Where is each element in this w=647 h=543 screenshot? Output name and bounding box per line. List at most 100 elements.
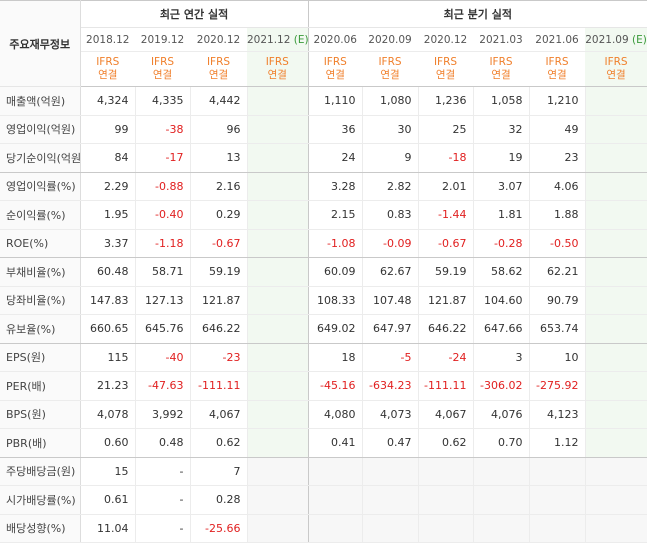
table-row: 시가배당률(%) 0.61-0.28 <box>0 485 647 515</box>
table-row: 영업이익률(%) 2.29 -0.88 2.16 3.28 2.82 2.01 3.07 4.0… <box>0 172 647 201</box>
value-cell: 96 <box>190 115 248 144</box>
value-cell <box>247 200 309 230</box>
ifrs-label: IFRS <box>150 56 175 68</box>
consolidated-label: 연결 <box>208 69 229 81</box>
value-cell: 3,992 <box>135 400 191 429</box>
table-row: 순이익률(%) 1.95 -0.40 0.29 2.15 0.83 -1.44 1.81 1.8… <box>0 200 647 230</box>
consolidated-label: 연결 <box>435 69 456 81</box>
consolidated-label: 연결 <box>98 69 118 81</box>
value-cell <box>308 457 363 486</box>
period-header: 2019.12 <box>135 27 190 52</box>
value-cell: 4,073 <box>362 400 419 429</box>
value-cell: 21.23 <box>80 371 136 401</box>
annual-group-header: 최근 연간 실적 <box>80 0 309 28</box>
table-row: 당기순이익(억원) 84 -17 13 24 9 -18 19 23 <box>0 143 647 173</box>
value-cell <box>247 286 309 315</box>
value-cell: 25 <box>418 115 474 144</box>
value-cell <box>473 514 530 543</box>
period-header: 2018.12 <box>80 27 135 52</box>
value-cell: 99 <box>80 115 136 144</box>
consolidated-label: 연결 <box>380 69 400 81</box>
consolidated-label: 연결 <box>606 69 626 81</box>
estimate-mark: (E) <box>628 33 647 46</box>
value-cell: - <box>135 485 191 515</box>
value-cell: 647.66 <box>473 314 530 344</box>
consolidated-label: 연결 <box>152 69 173 81</box>
period-header: 2021.12 (E) <box>247 27 309 52</box>
value-cell <box>585 428 647 458</box>
value-cell: 1,236 <box>418 86 474 116</box>
value-cell: 9 <box>362 143 419 173</box>
period-label: 2020.09 <box>368 33 412 46</box>
value-cell: 0.47 <box>362 428 419 458</box>
table-row: 영업이익(억원) 99 -38 96 36 30 25 32 49 <box>0 115 647 144</box>
value-cell <box>585 371 647 401</box>
value-cell: 1,058 <box>473 86 530 116</box>
value-cell: 0.61 <box>80 485 136 515</box>
value-cell <box>247 485 309 515</box>
value-cell <box>585 257 647 287</box>
period-label: 2021.06 <box>535 33 579 46</box>
value-cell: 60.48 <box>80 257 136 287</box>
value-cell: 10 <box>529 343 586 372</box>
value-cell <box>362 514 419 543</box>
ifrs-label: IFRS <box>323 56 347 68</box>
corner-label: 주요재무정보 <box>0 0 81 87</box>
row-label: 유보율(%) <box>0 314 81 344</box>
value-cell: 30 <box>362 115 419 144</box>
value-cell: 0.70 <box>473 428 530 458</box>
table-row: PBR(배) 0.60 0.48 0.62 0.41 0.47 0.62 0.70 1.12 <box>0 428 647 458</box>
value-cell: -17 <box>135 143 191 173</box>
value-cell: 58.71 <box>135 257 191 287</box>
value-cell: 646.22 <box>418 314 474 344</box>
value-cell: 0.60 <box>80 428 136 458</box>
value-cell: 104.60 <box>473 286 530 315</box>
row-label: 당좌비율(%) <box>0 286 81 315</box>
value-cell: 1.95 <box>80 200 136 230</box>
value-cell: 60.09 <box>308 257 363 287</box>
value-cell: 19 <box>473 143 530 173</box>
row-label: 영업이익률(%) <box>0 172 81 201</box>
ifrs-label: IFRS <box>489 56 513 68</box>
value-cell: 127.13 <box>135 286 191 315</box>
value-cell: -0.67 <box>418 229 474 258</box>
value-cell: 62.21 <box>529 257 586 287</box>
value-cell: 4,067 <box>418 400 474 429</box>
value-cell: 3 <box>473 343 530 372</box>
period-header: 2021.03 <box>473 27 530 52</box>
row-label: PBR(배) <box>0 428 81 458</box>
value-cell <box>473 457 530 486</box>
value-cell: 0.62 <box>190 428 248 458</box>
value-cell: -306.02 <box>473 371 530 401</box>
value-cell: -0.09 <box>362 229 419 258</box>
value-cell <box>585 143 647 173</box>
value-cell <box>362 457 419 486</box>
value-cell <box>418 514 474 543</box>
value-cell: 4,324 <box>80 86 136 116</box>
value-cell <box>585 485 647 515</box>
value-cell: 32 <box>473 115 530 144</box>
value-cell: 3.37 <box>80 229 136 258</box>
ifrs-badge: IFRS 연결 <box>473 51 530 87</box>
period-header: 2020.12 <box>190 27 247 52</box>
value-cell: 7 <box>190 457 248 486</box>
value-cell <box>308 514 363 543</box>
value-cell: - <box>135 457 191 486</box>
value-cell: -1.18 <box>135 229 191 258</box>
value-cell: 4,080 <box>308 400 363 429</box>
value-cell: -38 <box>135 115 191 144</box>
value-cell: 3.28 <box>308 172 363 201</box>
period-header: 2021.06 <box>529 27 586 52</box>
ifrs-badge: IFRS 연결 <box>80 51 135 87</box>
value-cell: 59.19 <box>418 257 474 287</box>
value-cell: 1.88 <box>529 200 586 230</box>
value-cell: 646.22 <box>190 314 248 344</box>
value-cell: 4,442 <box>190 86 248 116</box>
value-cell: 62.67 <box>362 257 419 287</box>
ifrs-header-row: IFRS 연결 IFRS 연결 IFRS 연결 IFRS 연결 IFRS 연결 IFRS 연결 IFRS… <box>0 51 647 87</box>
value-cell: 4.06 <box>529 172 586 201</box>
value-cell <box>585 343 647 372</box>
period-label: 2019.12 <box>140 33 185 46</box>
value-cell: 1,210 <box>529 86 586 116</box>
value-cell: 58.62 <box>473 257 530 287</box>
